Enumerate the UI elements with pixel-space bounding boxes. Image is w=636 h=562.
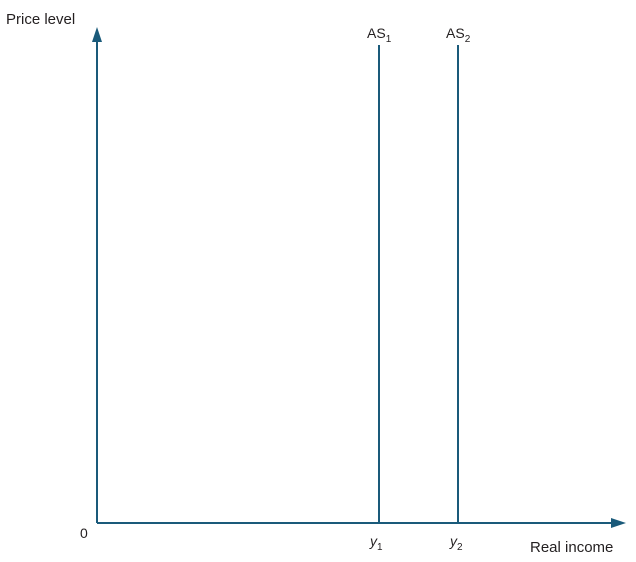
as2-label: AS2 [446,25,471,45]
as1-label: AS1 [367,25,392,45]
y-axis-label: Price level [6,11,75,28]
origin-label: 0 [80,525,88,541]
as1-label-subscript: 1 [386,34,392,45]
x-axis-arrowhead [611,518,626,528]
as2-label-subscript: 2 [465,34,471,45]
y2-tick-subscript: 2 [457,542,463,553]
as2-label-name: AS [446,25,465,41]
y-axis-arrowhead [92,27,102,42]
x-axis-label: Real income [530,539,613,556]
as1-label-name: AS [367,25,386,41]
y1-tick-name: y [369,533,378,549]
y2-tick-label: y2 [449,533,463,553]
y2-tick-name: y [449,533,458,549]
y1-tick-subscript: 1 [377,542,383,553]
y1-tick-label: y1 [369,533,383,553]
